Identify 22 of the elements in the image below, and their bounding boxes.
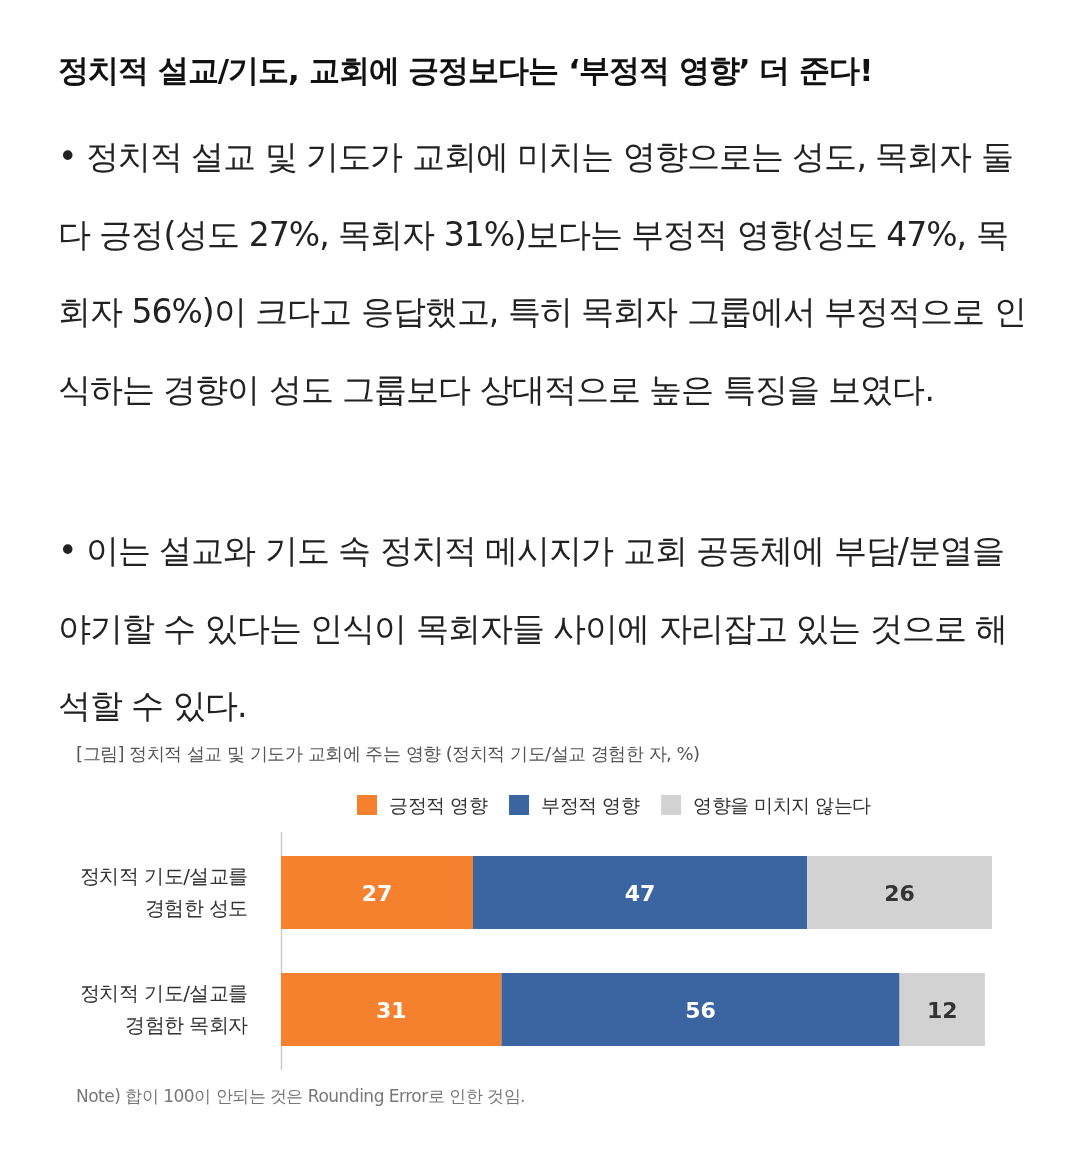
data-label: 31	[375, 997, 407, 1023]
y-tick-label: 정치적 기도/설교를 경험한 목회자	[78, 980, 248, 1039]
data-label: 47	[624, 880, 656, 906]
data-label: 27	[361, 880, 393, 906]
chart-title: 정치적 설교/기도, 교회에 긍정보다는 ‘부정적 영향’ 더 준다!	[58, 51, 874, 90]
bar	[281, 973, 502, 1046]
bar	[281, 856, 473, 929]
chart-subtitle: [그림] 정치적 설교 및 기도가 교회에 주는 영향 (정치적 기도/설교 경험한 자, %)	[76, 742, 700, 766]
data-label: 56	[685, 997, 716, 1023]
text: • 이는 설교와 기도 속 정치적 메시지가 교회 공동체에 부담/분열을 야기할 수 있다는 인식이 목회자들 사이에 자리잡고 있는 것으로 해석할 수 있다.	[58, 530, 1009, 727]
legend-label: 긍정적 영향	[389, 794, 488, 816]
legend-label: 영향을 미치지 않는다	[693, 794, 872, 816]
bar	[899, 973, 985, 1046]
text: Note) 합이 100이 안되는 것은 Rounding Error로 인한 것임.	[76, 1085, 525, 1108]
legend-label: 부정적 영향	[541, 794, 640, 816]
bar	[501, 973, 900, 1046]
bar	[807, 856, 992, 929]
y-tick-label: 정치적 기도/설교를 경험한 성도	[78, 863, 248, 922]
data-label: 12	[926, 997, 958, 1023]
data-label: 26	[884, 880, 915, 906]
text: • 정치적 설교 및 기도가 교회에 미치는 영향으로는 성도, 목회자 둘 다 긍정(성도 27%, 목회자 31%)보다는 부정적 영향(성도 47%, 목회자 56%)이 크다고 응답했고, 특히 목회자 그룹에서 부정적으로 인식하는 경향이 성도 그룹보다 상대적으로 높은 특징을 보였다.	[58, 136, 1027, 411]
bar	[472, 856, 808, 929]
